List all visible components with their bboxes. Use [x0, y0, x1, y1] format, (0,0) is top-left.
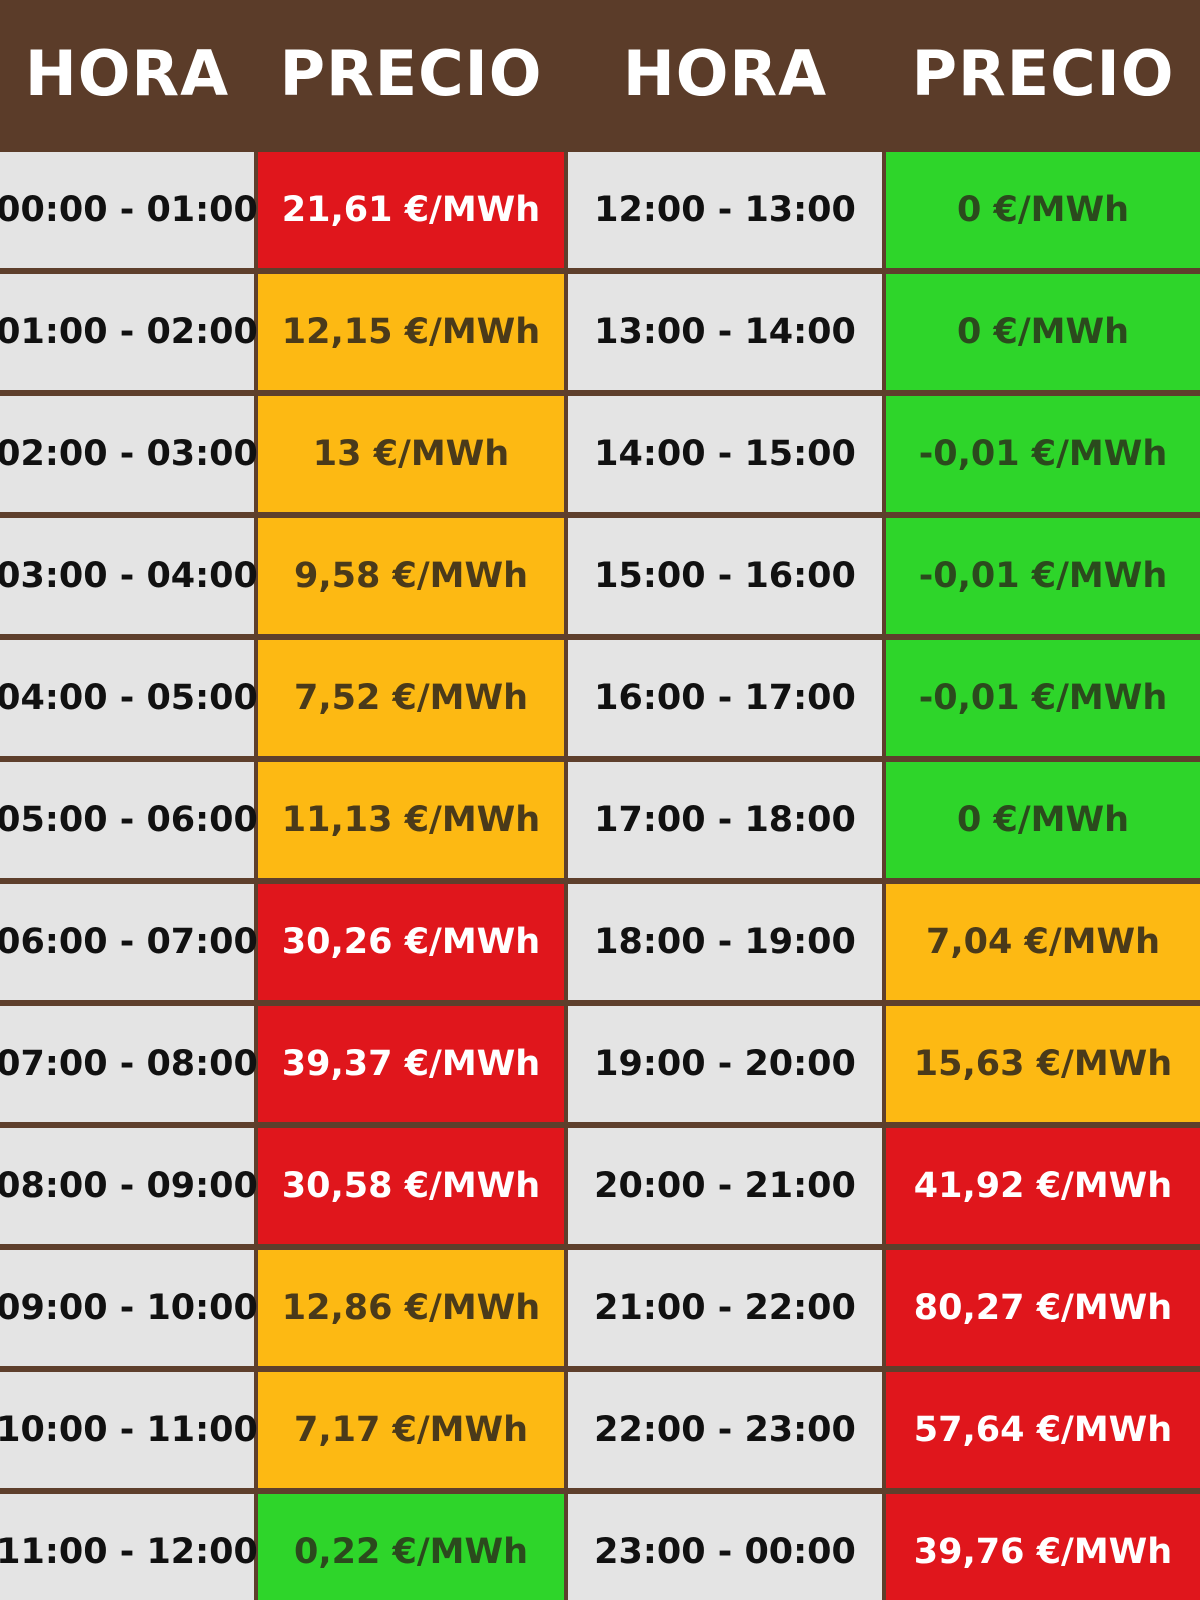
hour-cell: 18:00 - 19:00 — [568, 884, 882, 1000]
price-cell: -0,01 €/MWh — [886, 396, 1200, 512]
price-cell: 15,63 €/MWh — [886, 1006, 1200, 1122]
table-row: 03:00 - 04:00 9,58 €/MWh 15:00 - 16:00 -0,0… — [0, 518, 1200, 634]
hour-cell: 10:00 - 11:00 — [0, 1372, 258, 1488]
price-cell: 7,04 €/MWh — [886, 884, 1200, 1000]
table-row: 11:00 - 12:00 0,22 €/MWh 23:00 - 00:00 39,7… — [0, 1494, 1200, 1600]
table-row: 05:00 - 06:00 11,13 €/MWh 17:00 - 18:00 0 €… — [0, 762, 1200, 878]
price-cell: 0 €/MWh — [886, 274, 1200, 390]
hour-cell: 22:00 - 23:00 — [568, 1372, 882, 1488]
hour-cell: 16:00 - 17:00 — [568, 640, 882, 756]
price-cell: 57,64 €/MWh — [886, 1372, 1200, 1488]
hour-cell: 21:00 - 22:00 — [568, 1250, 882, 1366]
price-cell: 30,26 €/MWh — [258, 884, 564, 1000]
table-header: HORA PRECIO HORA PRECIO — [0, 0, 1200, 152]
hour-cell: 08:00 - 09:00 — [0, 1128, 258, 1244]
table-row: 08:00 - 09:00 30,58 €/MWh 20:00 - 21:00 41,… — [0, 1128, 1200, 1244]
table-row: 00:00 - 01:00 21,61 €/MWh 12:00 - 13:00 0 €… — [0, 152, 1200, 268]
table-row: 04:00 - 05:00 7,52 €/MWh 16:00 - 17:00 -0,0… — [0, 640, 1200, 756]
hour-cell: 15:00 - 16:00 — [568, 518, 882, 634]
hour-cell: 01:00 - 02:00 — [0, 274, 258, 390]
hour-cell: 03:00 - 04:00 — [0, 518, 258, 634]
hour-cell: 04:00 - 05:00 — [0, 640, 258, 756]
price-cell: 0 €/MWh — [886, 152, 1200, 268]
hour-cell: 09:00 - 10:00 — [0, 1250, 258, 1366]
price-cell: 21,61 €/MWh — [258, 152, 564, 268]
hour-cell: 06:00 - 07:00 — [0, 884, 258, 1000]
price-cell: 0,22 €/MWh — [258, 1494, 564, 1600]
hour-cell: 12:00 - 13:00 — [568, 152, 882, 268]
hour-cell: 20:00 - 21:00 — [568, 1128, 882, 1244]
header-hora-right: HORA — [622, 36, 828, 110]
table-row: 06:00 - 07:00 30,26 €/MWh 18:00 - 19:00 7,0… — [0, 884, 1200, 1000]
price-cell: 7,17 €/MWh — [258, 1372, 564, 1488]
price-cell: 39,37 €/MWh — [258, 1006, 564, 1122]
hour-cell: 02:00 - 03:00 — [0, 396, 258, 512]
price-cell: 11,13 €/MWh — [258, 762, 564, 878]
price-cell: 13 €/MWh — [258, 396, 564, 512]
header-precio-right: PRECIO — [911, 36, 1175, 110]
hour-cell: 14:00 - 15:00 — [568, 396, 882, 512]
price-cell: 7,52 €/MWh — [258, 640, 564, 756]
price-cell: 12,86 €/MWh — [258, 1250, 564, 1366]
hour-cell: 11:00 - 12:00 — [0, 1494, 258, 1600]
price-cell: 80,27 €/MWh — [886, 1250, 1200, 1366]
price-cell: -0,01 €/MWh — [886, 640, 1200, 756]
price-cell: 41,92 €/MWh — [886, 1128, 1200, 1244]
table-row: 07:00 - 08:00 39,37 €/MWh 19:00 - 20:00 15,… — [0, 1006, 1200, 1122]
header-precio-left: PRECIO — [279, 36, 543, 110]
table-row: 01:00 - 02:00 12,15 €/MWh 13:00 - 14:00 0 €… — [0, 274, 1200, 390]
hour-cell: 07:00 - 08:00 — [0, 1006, 258, 1122]
hour-cell: 17:00 - 18:00 — [568, 762, 882, 878]
hour-cell: 00:00 - 01:00 — [0, 152, 258, 268]
price-cell: 30,58 €/MWh — [258, 1128, 564, 1244]
price-cell: 39,76 €/MWh — [886, 1494, 1200, 1600]
table-row: 02:00 - 03:00 13 €/MWh 14:00 - 15:00 -0,01 … — [0, 396, 1200, 512]
hour-cell: 13:00 - 14:00 — [568, 274, 882, 390]
price-cell: 9,58 €/MWh — [258, 518, 564, 634]
hour-cell: 19:00 - 20:00 — [568, 1006, 882, 1122]
header-hora-left: HORA — [24, 36, 230, 110]
table-row: 10:00 - 11:00 7,17 €/MWh 22:00 - 23:00 57,6… — [0, 1372, 1200, 1488]
hour-cell: 05:00 - 06:00 — [0, 762, 258, 878]
table-row: 09:00 - 10:00 12,86 €/MWh 21:00 - 22:00 80,… — [0, 1250, 1200, 1366]
price-cell: 0 €/MWh — [886, 762, 1200, 878]
hour-cell: 23:00 - 00:00 — [568, 1494, 882, 1600]
price-cell: 12,15 €/MWh — [258, 274, 564, 390]
price-cell: -0,01 €/MWh — [886, 518, 1200, 634]
table-body: 00:00 - 01:00 21,61 €/MWh 12:00 - 13:00 0 €… — [0, 152, 1200, 1600]
